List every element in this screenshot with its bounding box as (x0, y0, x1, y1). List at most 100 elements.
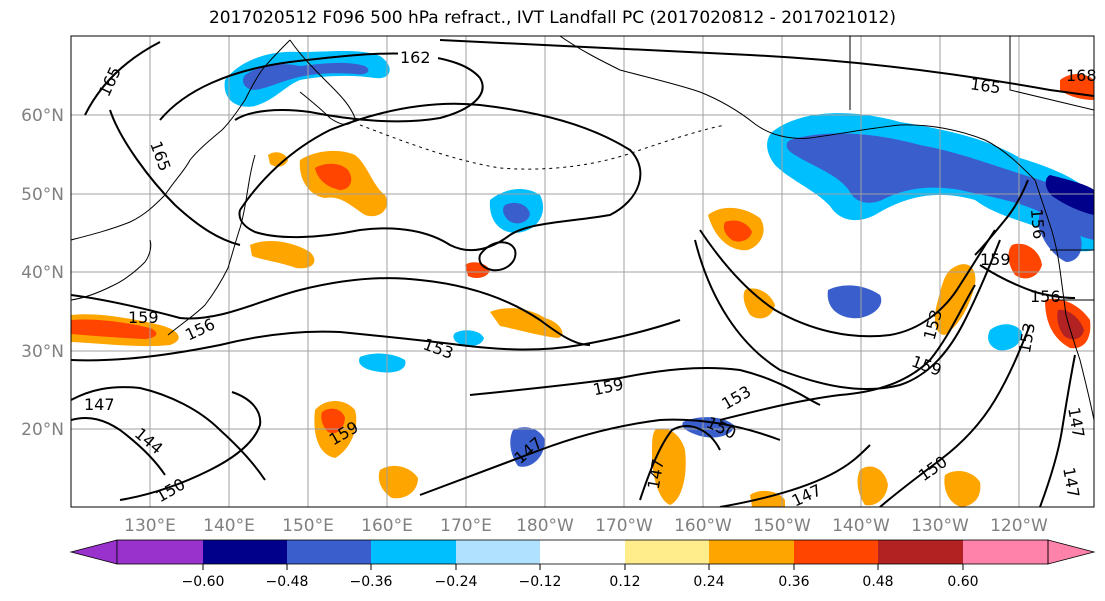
shading-positive-south-3 (857, 466, 888, 506)
shading-negative-midocean-3 (359, 353, 406, 373)
contour-label: 147 (84, 395, 115, 414)
contour-156-west (71, 277, 591, 346)
contour-144 (71, 417, 166, 476)
longitude-label: 150°W (753, 516, 811, 536)
contour-lines (71, 39, 1094, 507)
colorbar-arrow-right (1047, 539, 1096, 565)
contour-label: 165 (969, 74, 1002, 97)
contour-153 (71, 319, 681, 362)
colorbar: −0.60 −0.48 −0.36 −0.24 −0.12 0.12 0.24 … (69, 539, 1096, 590)
latitude-label: 30°N (21, 342, 64, 362)
colorbar-tick-label: 0.24 (693, 574, 724, 590)
longitude-label: 140°E (203, 516, 255, 536)
longitude-label: 170°E (440, 516, 492, 536)
shading-negative-east-1 (827, 285, 882, 319)
shading-positive-sea-japan (250, 240, 315, 269)
contour-156-coast (979, 264, 1076, 299)
contour-159-coast (974, 179, 1029, 256)
coastlines (71, 36, 1094, 421)
longitude-label: 130°E (124, 516, 176, 536)
contour-147-mid (419, 418, 781, 496)
colorbar-tick-label: −0.12 (519, 574, 562, 590)
colorbar-segment (456, 540, 540, 564)
colorbar-segment (540, 540, 625, 564)
colorbar-segment (709, 540, 794, 564)
contour-label: 156 (1027, 208, 1049, 240)
graticule (71, 36, 1094, 507)
shading-positive-gulf-1-core (723, 220, 752, 242)
shading-positive-coast-3 (1008, 243, 1042, 279)
contour-small-loop (478, 241, 517, 272)
longitude-label: 170°W (595, 516, 653, 536)
shading-negative-east-2 (988, 324, 1022, 351)
colorbar-tick-label: 0.36 (778, 574, 809, 590)
colorbar-segment (203, 540, 287, 564)
longitude-label: 130°W (911, 516, 969, 536)
latitude-label: 50°N (21, 185, 64, 205)
contour-159-east (694, 239, 1001, 390)
colorbar-segment (371, 540, 456, 564)
shading-positive-west-edge-core (71, 319, 157, 339)
shading-positive-east-pac (743, 288, 775, 319)
contour-153-east (719, 284, 976, 421)
shading-positive-subtrop-1-core (321, 408, 345, 434)
colorbar-segment (625, 540, 709, 564)
latitude-label: 40°N (21, 263, 64, 283)
latitude-label: 20°N (21, 420, 64, 440)
colorbar-segment (878, 540, 963, 564)
longitude-label: 160°W (674, 516, 732, 536)
contour-label: 159 (980, 250, 1011, 269)
longitude-label: 160°E (361, 516, 413, 536)
contour-label: 162 (400, 48, 431, 67)
longitude-label: 120°W (990, 516, 1048, 536)
contour-gulf-trough (699, 229, 996, 338)
colorbar-tick-label: −0.36 (350, 574, 393, 590)
colorbar-tick-label: −0.48 (266, 574, 309, 590)
contour-label: 168 (1066, 66, 1097, 85)
shading-positive-south-4 (378, 465, 418, 499)
shading-positive-japan-east-core (315, 163, 352, 190)
colorbar-segment (794, 540, 878, 564)
colorbar-tick-label: −0.24 (435, 574, 478, 590)
contour-165-south (109, 109, 241, 246)
shading-negative-midocean-4 (453, 330, 484, 346)
longitude-label: 150°E (282, 516, 334, 536)
contour-162 (159, 52, 484, 123)
colorbar-arrow-left (69, 539, 118, 565)
colorbar-segment (963, 540, 1048, 564)
shading-positive-coast-1 (934, 264, 976, 335)
colorbar-tick-label: 0.12 (609, 574, 640, 590)
colorbar-tick-label: 0.48 (862, 574, 893, 590)
contour-main-loop (238, 102, 642, 252)
contour-159-mid (469, 367, 821, 406)
contour-label: 156 (1030, 287, 1061, 306)
colorbar-tick-label: 0.60 (947, 574, 978, 590)
contour-165-upper (84, 41, 161, 116)
contour-147-east (1039, 354, 1076, 507)
colorbar-segment (287, 540, 371, 564)
shading-positive-south-2 (944, 470, 981, 507)
contour-147-se (719, 444, 871, 507)
shading-negative-east-3 (682, 417, 735, 438)
map-content (71, 36, 1094, 507)
colorbar-segment (117, 540, 203, 564)
shading-negative-north-core (243, 62, 369, 90)
latitude-label: 60°N (21, 106, 64, 126)
shading-negative-midocean-2 (503, 202, 530, 224)
contour-150 (119, 391, 262, 501)
colorbar-tick-label: −0.60 (182, 574, 225, 590)
longitude-label: 180°W (516, 516, 574, 536)
latitude-labels: 60°N 50°N 40°N 30°N 20°N (21, 106, 64, 440)
contour-147-west (71, 386, 266, 481)
contour-147-south (639, 425, 721, 501)
shading-positive-coast-2-core (1057, 309, 1084, 340)
contour-150-east (879, 324, 1031, 507)
shading-negative-alaska-core (1045, 175, 1094, 215)
shading-positive-mid-1 (490, 308, 563, 338)
contour-165-north (439, 39, 1094, 97)
contour-label: 159 (128, 308, 159, 327)
shading-positive-small-2 (268, 152, 288, 167)
longitude-labels: 130°E 140°E 150°E 160°E 170°E 180°W 170°… (124, 516, 1048, 536)
map-frame (70, 35, 1095, 508)
